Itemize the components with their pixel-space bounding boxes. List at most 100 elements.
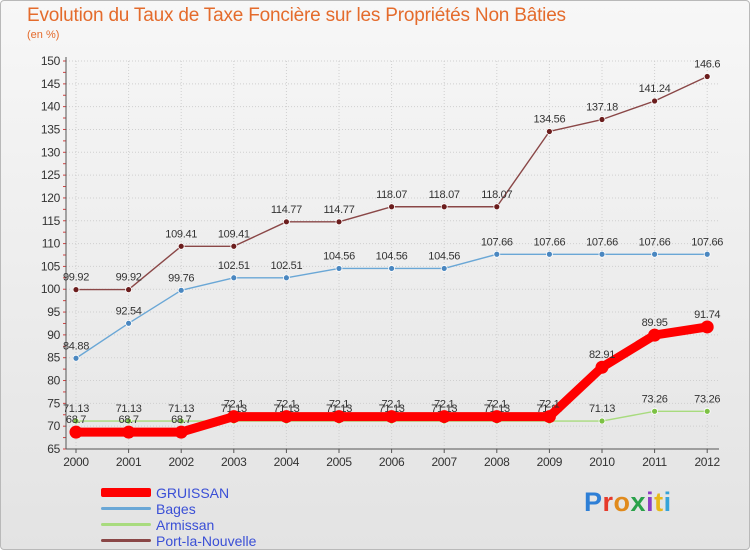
- data-point-port-la-nouvelle: [440, 203, 448, 211]
- data-label-gruissan: 68.7: [66, 414, 86, 426]
- data-label-gruissan: 89.95: [642, 317, 668, 329]
- data-label-bages: 107.66: [533, 236, 565, 248]
- data-label-port-la-nouvelle: 99.92: [63, 272, 89, 284]
- data-point-bages: [72, 354, 80, 362]
- data-point-armissan: [598, 417, 606, 425]
- chart-title: Evolution du Taux de Taxe Foncière sur l…: [27, 5, 566, 26]
- data-point-gruissan: [542, 410, 556, 424]
- data-label-bages: 102.51: [270, 260, 302, 272]
- y-tick-label: 140: [41, 100, 61, 114]
- data-point-port-la-nouvelle: [125, 286, 132, 294]
- data-label-port-la-nouvelle: 114.77: [323, 204, 354, 216]
- data-label-bages: 84.88: [63, 340, 89, 352]
- data-label-port-la-nouvelle: 141.24: [639, 83, 671, 95]
- data-point-armissan: [177, 417, 185, 425]
- data-label-gruissan: 68.7: [118, 414, 138, 426]
- data-point-bages: [546, 250, 553, 258]
- y-tick-label: 85: [47, 351, 60, 365]
- data-label-bages: 107.66: [639, 236, 671, 248]
- data-point-port-la-nouvelle: [335, 218, 343, 226]
- logo-letter: i: [663, 487, 672, 517]
- x-tick-label: 2006: [379, 455, 405, 469]
- data-point-gruissan: [385, 410, 399, 424]
- data-label-armissan: 71.13: [221, 403, 247, 415]
- x-tick-label: 2008: [484, 455, 510, 469]
- data-label-bages: 104.56: [323, 250, 355, 262]
- data-point-bages: [177, 286, 185, 294]
- x-tick-label: 2005: [326, 455, 352, 469]
- x-tick-label: 2003: [221, 455, 247, 469]
- data-point-port-la-nouvelle: [651, 97, 658, 105]
- data-label-bages: 99.76: [168, 272, 194, 284]
- y-tick-label: 95: [47, 305, 60, 319]
- data-point-gruissan: [122, 425, 136, 439]
- data-label-bages: 104.56: [376, 250, 408, 262]
- data-point-gruissan: [595, 360, 609, 374]
- data-point-bages: [440, 265, 448, 272]
- data-point-bages: [282, 274, 290, 282]
- data-label-port-la-nouvelle: 118.07: [376, 189, 407, 201]
- x-tick-label: 2010: [589, 455, 615, 469]
- data-label-armissan: 71.13: [116, 403, 142, 415]
- data-label-armissan: 71.13: [484, 403, 510, 415]
- data-label-gruissan: 68.7: [171, 414, 191, 426]
- data-point-gruissan: [700, 320, 714, 334]
- x-tick-label: 2004: [274, 455, 300, 469]
- data-label-armissan: 71.13: [273, 403, 299, 415]
- logo-letter: o: [613, 487, 631, 517]
- y-tick-label: 150: [41, 54, 61, 68]
- data-label-port-la-nouvelle: 114.77: [271, 204, 302, 216]
- data-point-bages: [335, 265, 343, 272]
- y-tick-label: 110: [42, 237, 61, 251]
- data-label-bages: 102.51: [218, 260, 250, 272]
- y-tick-label: 145: [41, 77, 61, 91]
- data-label-gruissan: 82.91: [589, 349, 615, 361]
- data-point-armissan: [72, 417, 80, 425]
- data-label-bages: 104.56: [428, 250, 460, 262]
- legend-swatch-bages: [101, 507, 151, 510]
- data-label-gruissan: 91.74: [694, 309, 720, 321]
- data-label-port-la-nouvelle: 134.56: [533, 113, 565, 125]
- data-point-armissan: [703, 407, 711, 415]
- data-label-port-la-nouvelle: 118.07: [481, 189, 512, 201]
- logo-letter: P: [584, 487, 603, 517]
- data-label-armissan: 71.13: [379, 403, 405, 415]
- data-point-gruissan: [227, 410, 241, 424]
- data-point-gruissan: [490, 410, 504, 424]
- y-tick-label: 135: [41, 122, 61, 136]
- legend-label-port-la-nouvelle: Port-la-Nouvelle: [156, 533, 257, 549]
- data-point-gruissan: [279, 410, 293, 424]
- data-point-port-la-nouvelle: [230, 242, 238, 250]
- data-label-gruissan: 72.1: [381, 399, 401, 411]
- data-label-gruissan: 72.1: [329, 399, 349, 411]
- data-label-armissan: 71.13: [326, 403, 352, 415]
- logo-letter: x: [630, 487, 647, 517]
- data-point-bages: [598, 250, 606, 258]
- x-tick-label: 2011: [642, 455, 667, 469]
- data-point-armissan: [125, 417, 132, 425]
- y-tick-label: 65: [47, 442, 60, 456]
- data-label-gruissan: 72.1: [434, 399, 454, 411]
- y-tick-label: 115: [42, 214, 61, 228]
- data-label-port-la-nouvelle: 109.41: [218, 228, 250, 240]
- data-label-port-la-nouvelle: 146.6: [694, 59, 720, 71]
- data-point-port-la-nouvelle: [598, 116, 606, 123]
- y-tick-label: 120: [41, 191, 61, 205]
- data-point-port-la-nouvelle: [493, 203, 501, 211]
- data-label-port-la-nouvelle: 109.41: [165, 228, 197, 240]
- data-point-bages: [493, 250, 501, 258]
- data-point-bages: [388, 265, 396, 272]
- data-point-port-la-nouvelle: [282, 218, 290, 226]
- data-point-gruissan: [174, 425, 188, 439]
- data-point-gruissan: [437, 410, 451, 424]
- data-label-bages: 92.54: [116, 305, 142, 317]
- data-point-gruissan: [648, 328, 662, 342]
- data-point-port-la-nouvelle: [546, 128, 553, 135]
- y-tick-label: 100: [41, 282, 61, 296]
- data-point-bages: [651, 250, 658, 258]
- data-point-gruissan: [69, 425, 83, 439]
- data-label-armissan: 71.13: [168, 403, 194, 415]
- legend-swatch-gruissan: [101, 488, 151, 497]
- data-point-port-la-nouvelle: [703, 73, 711, 80]
